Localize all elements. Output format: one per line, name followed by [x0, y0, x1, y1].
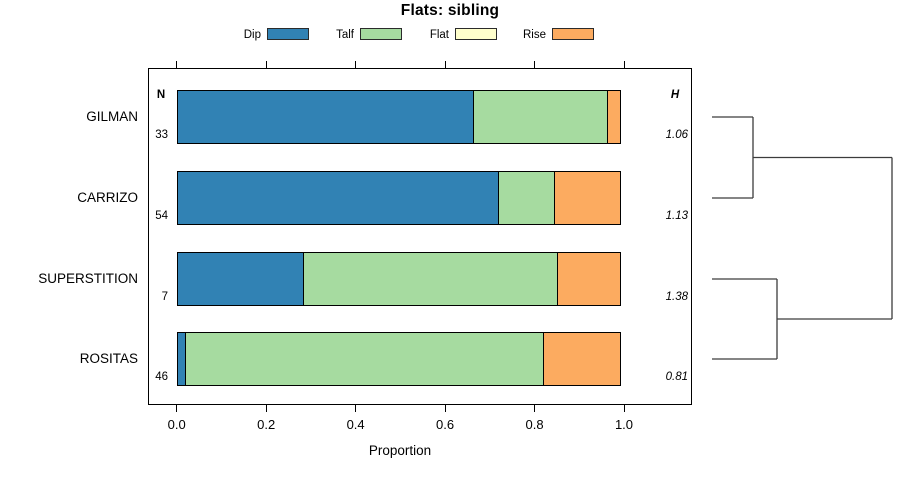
- x-tick-bottom: [355, 405, 357, 412]
- x-tick-label: 1.0: [614, 417, 634, 432]
- stacked-bar: [176, 332, 624, 386]
- x-tick-label: 0.0: [167, 417, 186, 432]
- legend-swatch: [552, 28, 594, 40]
- legend-label: Rise: [522, 29, 546, 41]
- x-tick-bottom: [623, 405, 625, 412]
- category-label: CARRIZO: [77, 190, 138, 205]
- legend-label: Talf: [336, 29, 354, 41]
- legend-swatch: [267, 28, 309, 40]
- h-column-header: H: [670, 89, 680, 101]
- bar-segment-talf: [497, 171, 557, 225]
- n-value: 7: [161, 291, 168, 303]
- legend-swatch: [455, 28, 497, 40]
- x-tick-top: [265, 61, 267, 68]
- n-value: 54: [155, 210, 168, 222]
- plot-border: [148, 68, 692, 405]
- h-value: 0.81: [665, 371, 688, 383]
- h-value: 1.13: [665, 210, 688, 222]
- n-column-header: N: [156, 89, 166, 101]
- bar-segment-dip: [176, 252, 305, 306]
- bar-segment-rise: [607, 90, 621, 144]
- stacked-bar: [176, 171, 624, 225]
- bar-segment-rise: [554, 171, 621, 225]
- legend-label: Dip: [243, 29, 261, 41]
- x-tick-label: 0.2: [257, 417, 276, 432]
- h-value: 1.06: [665, 129, 688, 141]
- n-value: 46: [155, 371, 168, 383]
- bar-segment-talf: [184, 332, 545, 386]
- bar-segment-talf: [302, 252, 559, 306]
- bar-segment-rise: [556, 252, 621, 306]
- h-value: 1.38: [665, 291, 688, 303]
- x-tick-bottom: [444, 405, 446, 412]
- chart-title: Flats: sibling: [400, 2, 500, 19]
- legend-swatch: [360, 28, 402, 40]
- category-label: ROSITAS: [79, 351, 138, 366]
- x-tick-bottom: [176, 405, 178, 412]
- x-tick-top: [444, 61, 446, 68]
- x-tick-top: [355, 61, 357, 68]
- x-axis-title: Proportion: [368, 443, 432, 458]
- bar-segment-talf: [473, 90, 609, 144]
- bar-segment-dip: [176, 171, 500, 225]
- bar-segment-rise: [542, 332, 621, 386]
- x-tick-label: 0.4: [346, 417, 365, 432]
- x-tick-bottom: [265, 405, 267, 412]
- category-label: GILMAN: [86, 109, 138, 124]
- x-tick-top: [176, 61, 178, 68]
- stacked-bar: [176, 252, 624, 306]
- legend-label: Flat: [429, 29, 449, 41]
- stacked-bar: [176, 90, 624, 144]
- bar-segment-dip: [176, 90, 476, 144]
- x-tick-label: 0.8: [525, 417, 544, 432]
- x-tick-label: 0.6: [436, 417, 455, 432]
- x-tick-bottom: [534, 405, 536, 412]
- category-label: SUPERSTITION: [38, 271, 138, 286]
- n-value: 33: [155, 129, 168, 141]
- x-tick-top: [623, 61, 625, 68]
- x-tick-top: [534, 61, 536, 68]
